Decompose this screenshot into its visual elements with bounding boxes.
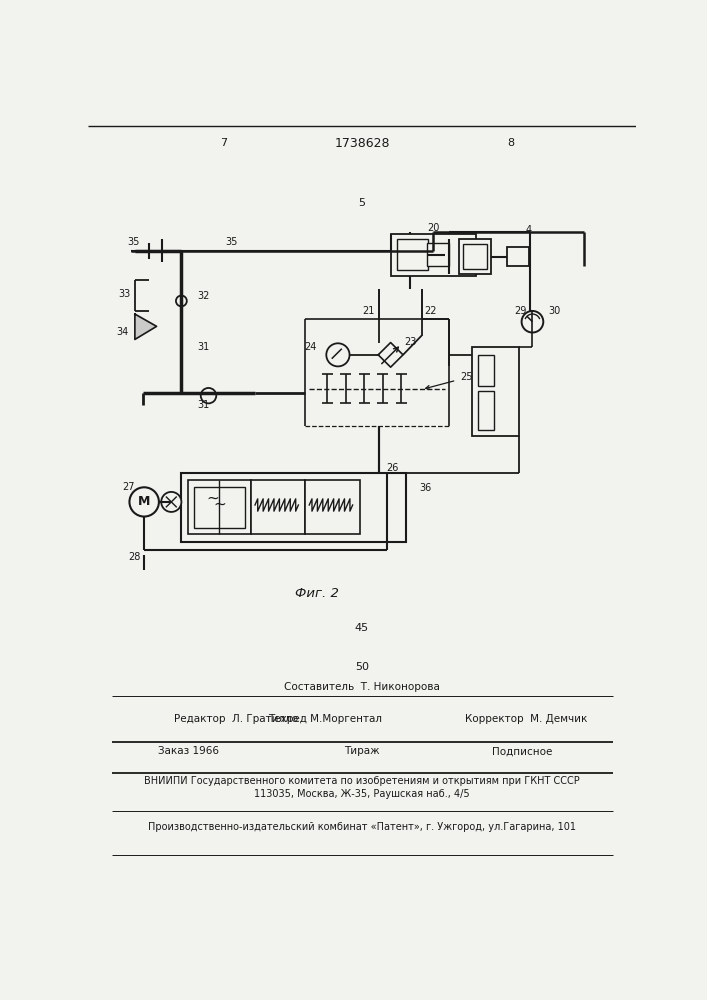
Text: 8: 8 [507,138,514,148]
Text: ВНИИПИ Государственного комитета по изобретениям и открытиям при ГКНТ СССР: ВНИИПИ Государственного комитета по изоб… [144,776,580,786]
Text: 34: 34 [117,327,129,337]
Text: Тираж: Тираж [344,746,380,756]
Text: 22: 22 [425,306,437,316]
Text: Корректор  М. Демчик: Корректор М. Демчик [465,714,588,724]
Bar [427,243,449,266]
Text: 30: 30 [549,306,561,316]
Text: 35: 35 [127,237,139,247]
Text: 7: 7 [221,138,228,148]
Text: ~: ~ [206,491,218,506]
Text: Производственно-издательский комбинат «Патент», г. Ужгород, ул.Гагарина, 101: Производственно-издательский комбинат «П… [148,822,576,832]
Text: 36: 36 [419,483,432,493]
Text: 50: 50 [355,662,369,672]
Text: 31: 31 [197,342,209,352]
Circle shape [176,296,187,306]
Text: Редактор  Л. Гратилло: Редактор Л. Гратилло [174,714,298,724]
Text: Подписное: Подписное [492,746,553,756]
Text: 31: 31 [197,400,209,410]
Circle shape [327,343,349,366]
Text: Фиг. 2: Фиг. 2 [295,587,339,600]
Bar [305,480,360,534]
Bar [478,391,493,430]
Text: 5: 5 [358,198,366,208]
Circle shape [522,311,543,333]
Bar [478,355,493,386]
Polygon shape [135,314,156,339]
Text: 33: 33 [118,289,130,299]
Text: Составитель  Т. Никонорова: Составитель Т. Никонорова [284,682,440,692]
Circle shape [161,492,182,512]
Text: 4: 4 [525,225,532,235]
Text: 23: 23 [404,337,416,347]
Text: Заказ 1966: Заказ 1966 [158,746,219,756]
Bar [397,239,428,270]
Text: M: M [138,495,151,508]
Text: Техред М.Моргентал: Техред М.Моргентал [268,714,382,724]
Bar [459,239,491,274]
Text: 1738628: 1738628 [334,137,390,150]
Circle shape [201,388,216,403]
Bar [182,473,406,542]
Circle shape [129,487,159,517]
Text: 25: 25 [460,372,473,382]
Text: 28: 28 [129,552,141,562]
Text: 27: 27 [122,482,135,492]
Text: 29: 29 [514,306,526,316]
Text: 32: 32 [197,291,209,301]
Text: 113035, Москва, Ж-35, Раушская наб., 4/5: 113035, Москва, Ж-35, Раушская наб., 4/5 [254,789,469,799]
Bar [391,234,476,276]
Text: ~: ~ [213,497,226,512]
Text: 45: 45 [355,623,369,633]
Text: 35: 35 [226,237,238,247]
Text: 24: 24 [304,342,316,352]
Bar [507,247,529,266]
Bar [194,487,245,528]
Bar [464,244,486,269]
Text: 26: 26 [386,463,398,473]
Text: 21: 21 [363,306,375,316]
Bar [251,480,305,534]
Text: 20: 20 [427,223,440,233]
Bar [472,347,518,436]
Bar [187,480,251,534]
